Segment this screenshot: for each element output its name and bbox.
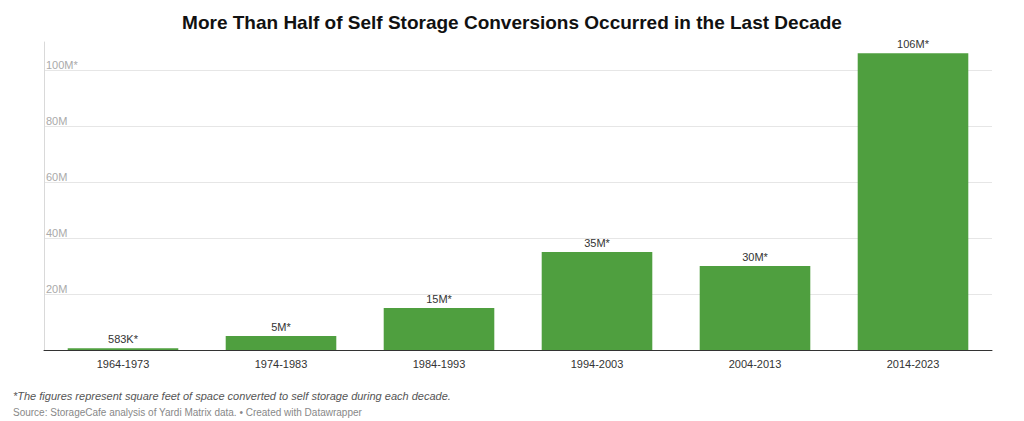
svg-text:1994-2003: 1994-2003 [571,358,624,370]
svg-text:1974-1983: 1974-1983 [255,358,308,370]
svg-text:583K*: 583K* [108,333,139,345]
svg-text:40M: 40M [46,227,67,239]
svg-text:1984-1993: 1984-1993 [413,358,466,370]
svg-text:*The figures represent square: *The figures represent square feet of sp… [13,390,451,402]
svg-text:More Than Half of Self Storage: More Than Half of Self Storage Conversio… [182,12,842,33]
svg-text:60M: 60M [46,171,67,183]
svg-text:106M*: 106M* [897,38,930,50]
svg-text:2004-2013: 2004-2013 [729,358,782,370]
svg-text:15M*: 15M* [426,293,452,305]
svg-text:100M*: 100M* [46,59,79,71]
svg-text:30M*: 30M* [742,251,768,263]
svg-text:Source: StorageCafe analysis o: Source: StorageCafe analysis of Yardi Ma… [13,407,363,418]
svg-text:20M: 20M [46,283,67,295]
svg-text:5M*: 5M* [271,321,291,333]
svg-text:80M: 80M [46,115,67,127]
svg-text:35M*: 35M* [584,237,610,249]
svg-text:1964-1973: 1964-1973 [97,358,150,370]
svg-text:2014-2023: 2014-2023 [887,358,940,370]
